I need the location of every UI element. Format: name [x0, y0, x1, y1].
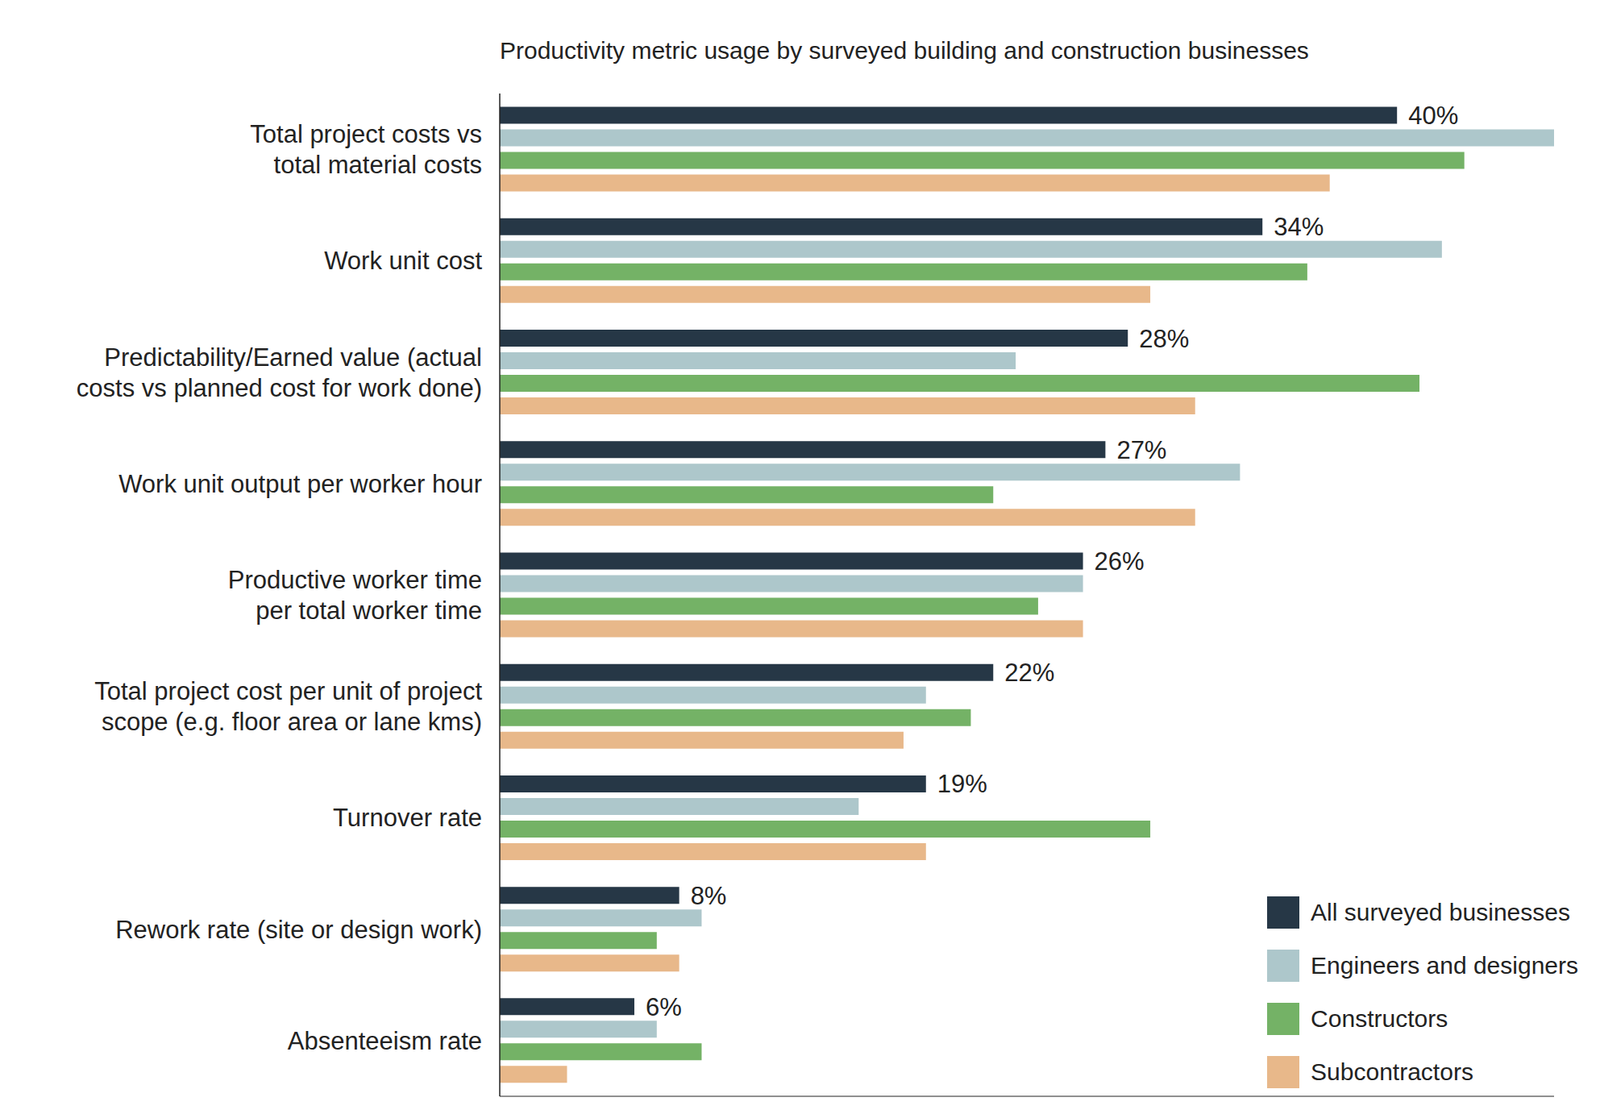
svg-text:19%: 19% [937, 769, 988, 798]
svg-text:34%: 34% [1273, 212, 1324, 242]
html-text:Productivity metric usage by s: Productivity metric usage by surveyed bu… [499, 37, 1309, 64]
svg-text:Work unit cost: Work unit cost [324, 246, 483, 275]
svg-text:Total project cost per unit of: Total project cost per unit of projectsc… [94, 677, 483, 736]
html-text:Engineers and designers: Engineers and designers [1310, 951, 1579, 979]
html-text:Constructors: Constructors [1310, 1005, 1448, 1032]
svg-text:28%: 28% [1138, 324, 1189, 354]
svg-text:Turnover rate: Turnover rate [332, 803, 483, 832]
svg-text:Total project costs vstotal ma: Total project costs vstotal material cos… [249, 120, 483, 179]
html-text:Subcontractors: Subcontractors [1310, 1058, 1474, 1085]
svg-text:40%: 40% [1408, 101, 1459, 130]
svg-text:22%: 22% [1004, 658, 1055, 687]
svg-text:Predictability/Earned value (a: Predictability/Earned value (actualcosts… [76, 343, 483, 403]
svg-text:Productive worker timeper tota: Productive worker timeper total worker t… [228, 565, 483, 625]
svg-text:8%: 8% [690, 881, 728, 911]
html-text:All surveyed businesses: All surveyed businesses [1310, 898, 1571, 926]
svg-text:26%: 26% [1094, 547, 1145, 576]
svg-text:Work unit output per worker ho: Work unit output per worker hour [118, 469, 483, 499]
svg-text:6%: 6% [645, 993, 682, 1022]
svg-text:Rework rate (site or design wo: Rework rate (site or design work) [115, 915, 483, 944]
svg-text:27%: 27% [1116, 436, 1167, 465]
svg-text:Absenteeism rate: Absenteeism rate [287, 1026, 483, 1056]
